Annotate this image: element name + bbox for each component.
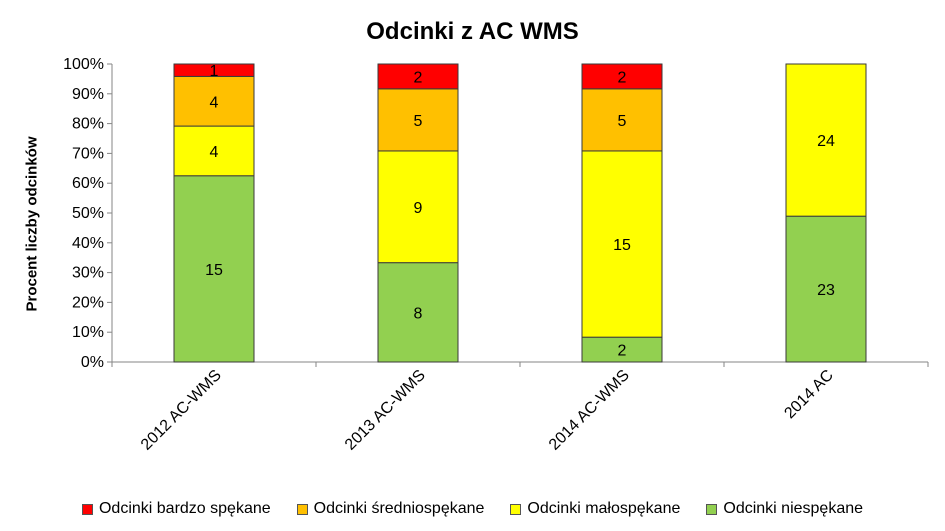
- data-label: 5: [414, 113, 423, 130]
- data-label: 8: [414, 305, 423, 322]
- legend-item: Odcinki bardzo spękane: [81, 500, 271, 518]
- legend-swatch: [296, 503, 308, 515]
- y-tick-label: 10%: [72, 324, 104, 341]
- data-label: 1: [210, 63, 219, 80]
- data-label: 9: [414, 200, 423, 217]
- data-label: 2: [414, 69, 423, 86]
- bar-segment: [173, 125, 255, 177]
- bar-segment: [173, 63, 255, 77]
- y-tick-label: 30%: [72, 265, 104, 282]
- chart-title: Odcinki z AC WMS: [366, 18, 579, 45]
- bar-segment: [785, 215, 867, 363]
- legend-swatch: [706, 503, 718, 515]
- y-tick-label: 70%: [72, 145, 104, 162]
- legend-label: Odcinki niespękane: [723, 500, 864, 517]
- y-tick-label: 90%: [72, 86, 104, 103]
- bar-segment: [173, 175, 255, 363]
- bar-segment: [581, 88, 663, 152]
- x-tick-label: 2012 AC-WMS: [138, 367, 225, 454]
- bar-segment: [377, 88, 459, 152]
- legend-swatch: [510, 503, 522, 515]
- x-tick-label: 2014 AC-WMS: [546, 367, 633, 454]
- data-label: 15: [205, 262, 223, 279]
- bar-segment: [377, 262, 459, 363]
- data-label: 4: [210, 94, 219, 111]
- x-tick-label: 2014 AC: [781, 367, 836, 422]
- legend-item: Odcinki średniospękane: [296, 500, 485, 518]
- y-tick-label: 80%: [72, 116, 104, 133]
- data-label: 23: [817, 282, 835, 299]
- legend-label: Odcinki małospękane: [527, 500, 681, 517]
- legend-label: Odcinki średniospękane: [313, 500, 485, 517]
- data-label: 24: [817, 133, 835, 150]
- y-tick-label: 50%: [72, 205, 104, 222]
- data-label: 15: [613, 237, 631, 254]
- y-tick-label: 100%: [63, 56, 104, 73]
- data-label: 5: [618, 113, 627, 130]
- bar-segment: [581, 150, 663, 338]
- bar-segment: [785, 63, 867, 217]
- y-tick-label: 60%: [72, 175, 104, 192]
- bar-segment: [581, 63, 663, 90]
- data-label: 4: [210, 144, 219, 161]
- bar-segment: [377, 150, 459, 264]
- legend-swatch: [81, 503, 93, 515]
- legend-label: Odcinki bardzo spękane: [98, 500, 271, 517]
- bar-segment: [581, 336, 663, 363]
- legend: Odcinki bardzo spękane Odcinki średniospę…: [0, 498, 945, 520]
- x-tick-label: 2013 AC-WMS: [342, 367, 429, 454]
- y-tick-label: 40%: [72, 235, 104, 252]
- data-label: 2: [618, 343, 627, 360]
- legend-item: Odcinki niespękane: [706, 500, 863, 518]
- y-tick-label: 20%: [72, 294, 104, 311]
- legend-item: Odcinki małospękane: [510, 500, 680, 518]
- y-tick-label: 0%: [81, 354, 104, 371]
- bar-segment: [377, 63, 459, 90]
- data-label: 2: [618, 69, 627, 86]
